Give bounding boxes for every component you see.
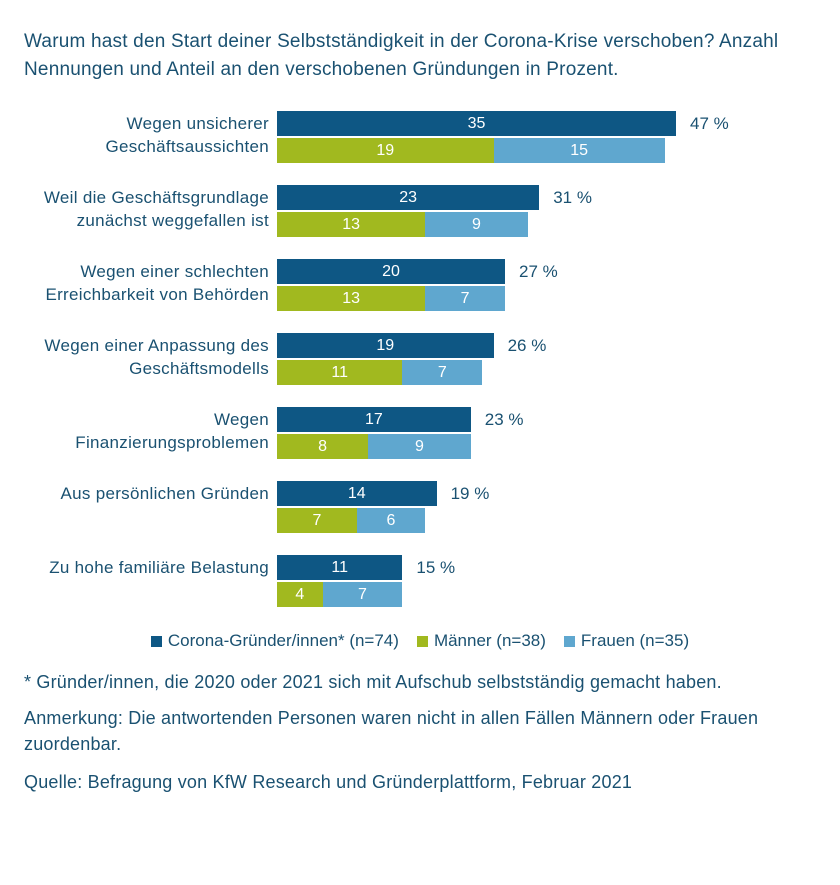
category-label: Weil die Geschäftsgrundlage zunächst weg… [34,185,277,233]
category-row: Wegen einer schlechten Erreichbarkeit vo… [34,259,816,311]
bar-total: 11 [277,555,402,580]
bar-women: 6 [357,508,425,533]
bar-value-men: 19 [376,142,394,160]
percent-label: 15 % [416,558,455,578]
bar-women: 15 [494,138,665,163]
category-row: Wegen Finanzierungsproblemen1723 %89 [34,407,816,459]
category-row: Zu hohe familiäre Belastung1115 %47 [34,555,816,607]
bar-value-total: 23 [399,189,417,207]
bar-value-women: 7 [461,290,470,308]
percent-label: 47 % [690,114,729,134]
bar-men: 13 [277,286,425,311]
bar-value-total: 11 [331,559,348,577]
percent-label: 27 % [519,262,558,282]
bar-line-gender: 76 [277,508,489,533]
bar-value-women: 15 [570,142,588,160]
bar-value-women: 9 [472,216,481,234]
bar-line-gender: 13 9 [277,212,592,237]
bar-line-gender: 47 [277,582,455,607]
bar-line-total: 17 23 % [277,407,524,432]
source: Quelle: Befragung von KfW Research und G… [24,769,816,795]
bar-line-total: 19 26 % [277,333,546,358]
legend-label: Corona-Gründer/innen* (n=74) [168,631,399,651]
bar-total: 19 [277,333,494,358]
category-row: Wegen unsicherer Geschäftsaussichten 35 47… [34,111,816,163]
bar-total: 14 [277,481,437,506]
bar-women: 9 [425,212,528,237]
category-label: Zu hohe familiäre Belastung [34,555,277,580]
bar-men: 19 [277,138,494,163]
category-label: Wegen unsicherer Geschäftsaussichten [34,111,277,159]
bars-column: 19 26 % 11 7 [277,333,546,385]
bar-line-gender: 1915 [277,138,729,163]
bar-men: 11 [277,360,402,385]
legend-item: Corona-Gründer/innen* (n=74) [151,631,399,651]
bars-column: 1419 %76 [277,481,489,533]
bar-women: 7 [402,360,482,385]
bars-column: 23 31 % 13 9 [277,185,592,237]
bar-line-total: 11 15 % [277,555,455,580]
bar-value-women: 6 [387,512,396,530]
percent-label: 31 % [553,188,592,208]
bar-value-total: 20 [382,263,400,281]
bar-total: 35 [277,111,676,136]
bar-line-gender: 13 7 [277,286,558,311]
bar-women: 7 [323,582,403,607]
bar-value-men: 8 [318,438,327,456]
percent-label: 19 % [451,484,490,504]
bars-column: 3547 %1915 [277,111,729,163]
bar-value-total: 14 [348,485,366,503]
bar-value-total: 19 [376,337,394,355]
bars-column: 1723 %89 [277,407,524,459]
bars-column: 20 27 % 13 7 [277,259,558,311]
category-row: Weil die Geschäftsgrundlage zunächst weg… [34,185,816,237]
bar-line-gender: 89 [277,434,524,459]
legend-item: Männer (n=38) [417,631,546,651]
bar-men: 8 [277,434,368,459]
bar-men: 13 [277,212,425,237]
category-row: Aus persönlichen Gründen1419 %76 [34,481,816,533]
chart-title: Warum hast den Start deiner Selbstständi… [24,28,816,83]
bar-men: 7 [277,508,357,533]
bars-column: 1115 %47 [277,555,455,607]
bar-women: 7 [425,286,505,311]
note: Anmerkung: Die antwortenden Personen war… [24,705,816,757]
bar-value-women: 7 [438,364,447,382]
legend: Corona-Gründer/innen* (n=74) Männer (n=38… [24,631,816,651]
legend-swatch [151,636,162,647]
bar-line-total: 14 19 % [277,481,489,506]
bar-total: 20 [277,259,505,284]
bar-men: 4 [277,582,323,607]
bar-line-gender: 11 7 [277,360,546,385]
bar-total: 23 [277,185,539,210]
percent-label: 26 % [508,336,547,356]
bar-line-total: 35 47 % [277,111,729,136]
legend-label: Männer (n=38) [434,631,546,651]
bar-value-total: 17 [365,411,383,429]
category-label: Aus persönlichen Gründen [34,481,277,506]
bar-value-men: 13 [342,216,360,234]
bar-total: 17 [277,407,471,432]
bar-value-men: 11 [331,364,348,382]
category-row: Wegen einer Anpassung des Geschäftsmodel… [34,333,816,385]
bar-value-men: 13 [342,290,360,308]
bar-value-men: 4 [295,586,304,604]
chart-area: Wegen unsicherer Geschäftsaussichten3547… [34,111,816,607]
category-label: Wegen Finanzierungsproblemen [34,407,277,455]
bar-line-total: 23 31 % [277,185,592,210]
bar-value-women: 7 [358,586,367,604]
bar-value-total: 35 [468,115,486,133]
category-label: Wegen einer Anpassung des Geschäftsmodel… [34,333,277,381]
footnote: * Gründer/innen, die 2020 oder 2021 sich… [24,669,816,695]
legend-item: Frauen (n=35) [564,631,689,651]
legend-swatch [417,636,428,647]
bar-value-men: 7 [312,512,321,530]
bar-value-women: 9 [415,438,424,456]
legend-swatch [564,636,575,647]
category-label: Wegen einer schlechten Erreichbarkeit vo… [34,259,277,307]
legend-label: Frauen (n=35) [581,631,689,651]
bar-women: 9 [368,434,471,459]
percent-label: 23 % [485,410,524,430]
bar-line-total: 20 27 % [277,259,558,284]
